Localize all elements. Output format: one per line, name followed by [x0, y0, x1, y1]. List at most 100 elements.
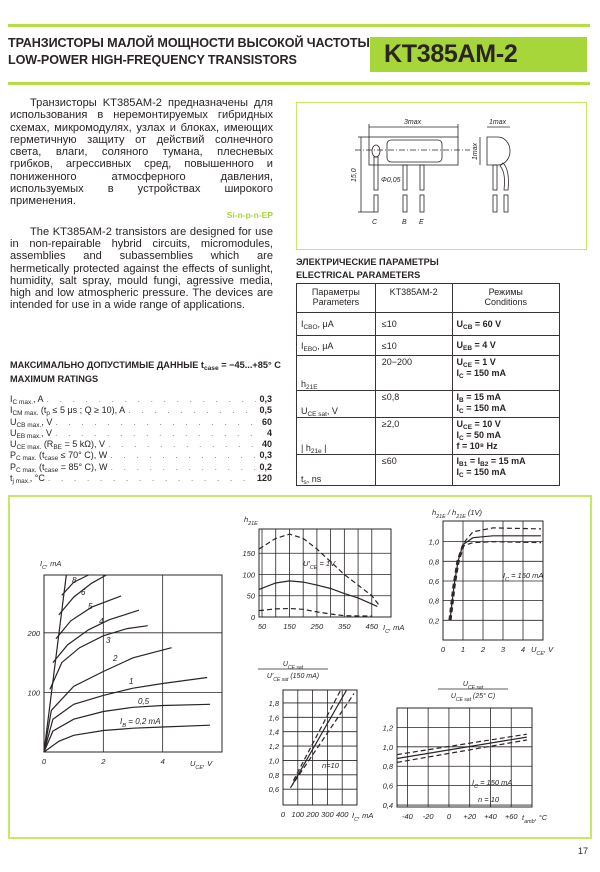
text-part: = 85° C), W: [58, 461, 108, 472]
value-cell: 20−200: [374, 355, 453, 391]
subscript: BE: [53, 444, 62, 451]
subscript: EBO: [303, 345, 318, 353]
rating-label: IC max., A: [10, 394, 44, 406]
dot-leader: . . . . . . . . . . . . . . . . . . . . …: [55, 416, 259, 427]
text-part: , °C: [29, 473, 45, 484]
header-cond-en: Conditions: [484, 297, 528, 307]
dot-leader: . . . . . . . . . . . . . . . . . . . . …: [110, 461, 257, 472]
header-device: KT385AM-2: [374, 283, 453, 313]
param-cell: UCE sat, V: [296, 390, 376, 418]
text-part: = 150 mA: [463, 403, 506, 413]
text-part: = I: [467, 456, 481, 466]
part-number-badge: KT385AM-2: [370, 37, 587, 72]
text-part: = −45...+85° C: [218, 360, 281, 370]
electrical-title-en: ELECTRICAL PARAMETERS: [296, 270, 421, 280]
subscript: CE max.: [16, 444, 42, 451]
text-part: t: [301, 474, 304, 484]
rating-label: UCE max. (RBE = 5 kΩ), V: [10, 439, 105, 451]
subscript: s: [303, 478, 307, 486]
header-param-en: Parameters: [312, 297, 360, 307]
subscript: B2: [480, 460, 489, 468]
text-part: U: [456, 340, 464, 350]
condition-line: IB = 15 mA: [456, 392, 555, 404]
text-part: I: [301, 340, 304, 351]
text-part: U: [456, 357, 464, 367]
header-rule-top: [8, 24, 590, 27]
description-column: Транзисторы KT385AM-2 предназначены для …: [10, 97, 273, 312]
text-part: , A: [33, 394, 44, 404]
text-part: t: [10, 473, 13, 484]
subscript: EB max.: [16, 432, 41, 440]
text-part: , ns: [306, 474, 322, 484]
rating-label: PC max. (tcase = 85° C), W: [10, 461, 108, 474]
subscript: B1: [459, 460, 468, 468]
text-part: МАКСИМАЛЬНО ДОПУСТИМЫЕ ДАННЫЕ t: [10, 360, 204, 370]
ratings-list: IC max., A. . . . . . . . . . . . . . . …: [10, 394, 272, 485]
rating-label: ICM max. (tp ≤ 5 μs ; Q ≥ 10), A: [10, 405, 125, 418]
header-cond-ru: Режимы: [488, 287, 523, 297]
table-row: h21E 20−200 UCE = 1 V IC = 150 mA: [296, 355, 561, 391]
conditions-cell: UCE = 1 V IC = 150 mA: [451, 355, 561, 391]
subscript: CE: [463, 423, 473, 431]
text-part: (t: [36, 461, 45, 472]
title-ru: ТРАНЗИСТОРЫ МАЛОЙ МОЩНОСТИ ВЫСОКОЙ ЧАСТО…: [8, 36, 370, 50]
conditions-cell: IB = 15 mA IC = 150 mA: [451, 390, 561, 418]
text-part: (t: [36, 450, 45, 461]
subscript: case: [44, 466, 59, 474]
outline-drawing-frame: [296, 102, 587, 250]
rating-label: UEB max., V: [10, 427, 52, 440]
text-part: I: [456, 392, 460, 402]
table-row: | h21e | ≥2,0 UCE = 10 V IC = 50 mA f = 10⁸ …: [296, 417, 561, 455]
text-part: = 50 mA: [463, 430, 501, 440]
text-part: = 10 V: [472, 419, 501, 429]
rating-value: 0,5: [259, 405, 272, 416]
text-part: I: [456, 403, 460, 413]
condition-line: IC = 50 mA: [456, 430, 555, 442]
conditions-cell: IB1 = IB2 = 15 mA IC = 150 mA: [451, 454, 561, 486]
rating-row: ICM max. (tp ≤ 5 μs ; Q ≥ 10), A. . . . …: [10, 405, 272, 418]
header-conditions: Режимы Conditions: [451, 283, 561, 313]
text-part: = 15 mA: [488, 456, 526, 466]
electrical-title-ru: ЭЛЕКТРИЧЕСКИЕ ПАРАМЕТРЫ: [296, 257, 439, 267]
rating-value: 120: [256, 473, 272, 484]
subscript: CB max.: [16, 421, 42, 429]
rating-value: 40: [261, 439, 272, 450]
subscript: p: [46, 410, 50, 418]
subscript: C max.: [12, 398, 34, 406]
text-part: I: [10, 394, 13, 404]
dot-leader: . . . . . . . . . . . . . . . . . . . . …: [46, 394, 257, 404]
condition-line: UEB = 4 V: [456, 340, 555, 352]
condition-line: f = 10⁸ Hz: [457, 441, 555, 452]
text-part: U: [10, 427, 17, 438]
title-en: LOW-POWER HIGH-FREQUENCY TRANSISTORS: [8, 53, 297, 67]
condition-line: IC = 150 mA: [457, 467, 555, 479]
ratings-title-ru: МАКСИМАЛЬНО ДОПУСТИМЫЕ ДАННЫЕ tcase = −4…: [10, 359, 281, 372]
rating-label: tj max., °C: [10, 473, 45, 485]
param-cell: IEBO, μA: [296, 335, 376, 356]
rating-row: IC max., A. . . . . . . . . . . . . . . …: [10, 394, 272, 406]
rating-label: UCB max., V: [10, 417, 52, 429]
subscript: CB: [463, 323, 473, 331]
description-en: The KT385AM-2 transistors are designed f…: [10, 225, 273, 312]
condition-line: UCB = 60 V: [456, 318, 555, 331]
rating-row: tj max., °C. . . . . . . . . . . . . . .…: [10, 473, 272, 485]
header-param-ru: Параметры: [311, 287, 360, 297]
text-part: I: [456, 430, 460, 440]
table-row: IEBO, μA ≤10 UEB = 4 V: [296, 335, 561, 356]
text-part: U: [456, 318, 464, 329]
ratings-title-en: MAXIMUM RATINGS: [10, 374, 99, 384]
text-part: (t: [38, 405, 47, 416]
rating-row: UCE max. (RBE = 5 kΩ), V. . . . . . . . …: [10, 439, 272, 451]
text-part: = 5 kΩ), V: [61, 439, 105, 450]
text-part: U: [10, 439, 17, 450]
description-ru: Транзисторы KT385AM-2 предназначены для …: [10, 97, 273, 208]
subscript: CE sat: [307, 410, 327, 418]
text-part: f = 10⁸ Hz: [456, 441, 498, 451]
subscript: case: [44, 455, 59, 463]
text-part: , μA: [317, 340, 334, 351]
part-number: KT385AM-2: [384, 40, 518, 68]
dot-leader: . . . . . . . . . . . . . . . . . . . . …: [47, 473, 254, 484]
text-part: , V: [326, 406, 338, 416]
param-cell: | h21e |: [296, 417, 376, 455]
condition-line: IC = 150 mA: [457, 368, 555, 380]
